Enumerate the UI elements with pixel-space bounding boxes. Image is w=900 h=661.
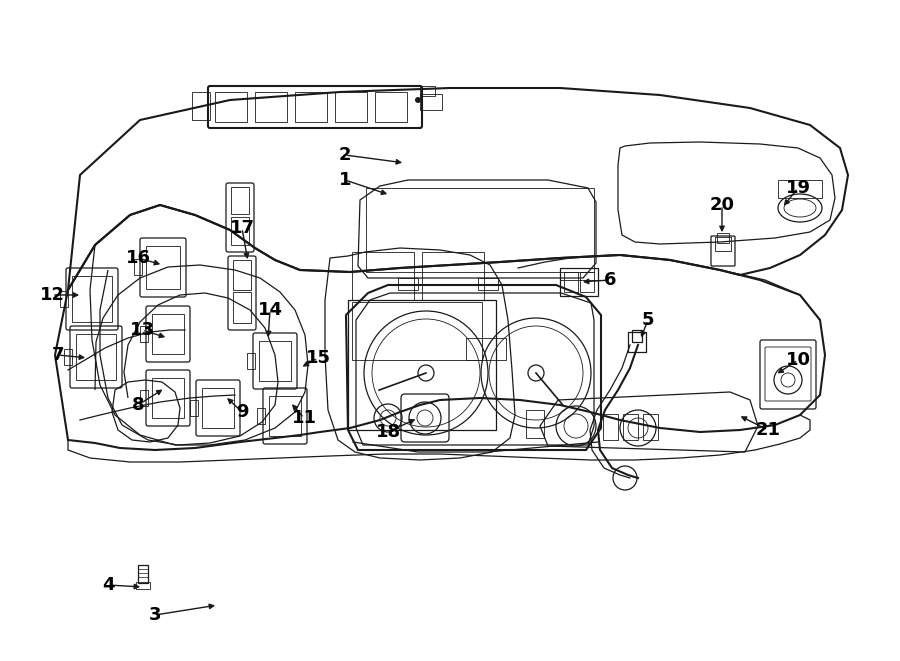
Bar [136,582,150,589]
Bar [420,94,442,110]
Bar [478,278,498,290]
Bar [352,252,414,300]
Bar [466,338,506,360]
Circle shape [415,97,421,103]
Text: 3: 3 [148,606,161,624]
Bar [348,300,496,430]
Text: 19: 19 [786,179,811,197]
Bar [375,92,407,122]
Bar [295,92,327,122]
Bar [231,217,249,245]
Bar [255,92,287,122]
Bar [335,92,367,122]
Bar [231,187,249,214]
Bar [152,314,184,354]
Text: 5: 5 [642,311,654,329]
Bar [422,252,484,300]
Bar [202,388,234,428]
Text: 17: 17 [230,219,255,237]
Bar [352,302,482,360]
Bar [259,341,291,381]
Bar [269,396,301,436]
Text: 13: 13 [130,321,155,339]
Bar [72,276,112,322]
Text: 4: 4 [102,576,114,594]
Bar [138,565,148,583]
Text: 8: 8 [131,396,144,414]
Bar [64,349,72,365]
Bar [398,278,418,290]
Text: 11: 11 [292,409,317,427]
Bar [580,272,594,292]
Bar [60,291,68,307]
Bar [623,414,638,440]
Text: 15: 15 [305,349,330,367]
Bar [192,92,210,120]
Bar [134,259,142,275]
Bar [715,237,731,251]
Bar [233,292,251,323]
Text: 20: 20 [709,196,734,214]
Text: 12: 12 [40,286,65,304]
Bar [560,268,598,280]
Bar [366,188,594,272]
Bar [628,332,646,352]
Bar [257,408,265,424]
Text: 14: 14 [257,301,283,319]
Bar [215,92,247,122]
Bar [778,180,822,198]
Bar [190,400,198,416]
Bar [420,86,435,96]
Text: 18: 18 [375,423,401,441]
Text: 9: 9 [236,403,248,421]
Bar [717,233,729,243]
Bar [632,330,642,342]
Text: 21: 21 [755,421,780,439]
Bar [643,414,658,440]
Text: 2: 2 [338,146,351,164]
Text: 10: 10 [786,351,811,369]
Text: 16: 16 [125,249,150,267]
Bar [564,272,578,292]
Text: 1: 1 [338,171,351,189]
Bar [526,410,544,438]
Text: 6: 6 [604,271,617,289]
Bar [152,378,184,418]
Bar [247,353,255,369]
Bar [140,390,148,406]
Bar [560,268,598,296]
Bar [603,414,618,440]
Text: 7: 7 [52,346,64,364]
Bar [146,246,180,289]
Bar [76,334,116,380]
Bar [233,260,251,290]
Bar [140,326,148,342]
